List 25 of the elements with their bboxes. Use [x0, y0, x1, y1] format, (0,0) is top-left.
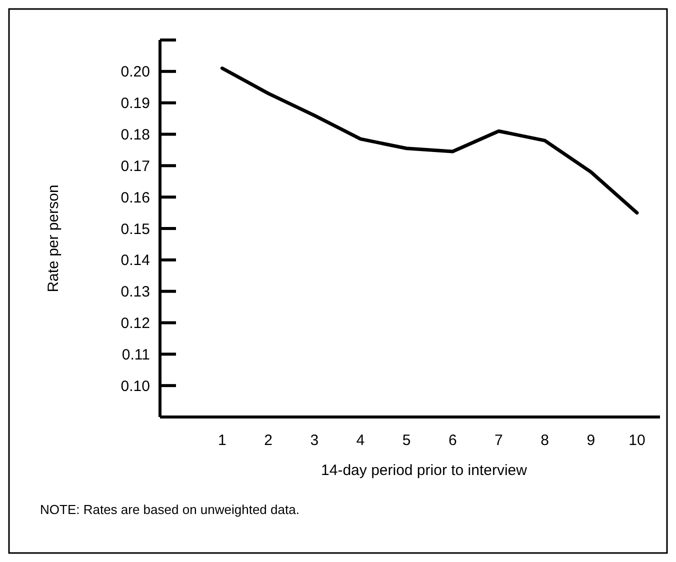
- x-tick-label: 2: [264, 432, 272, 449]
- y-tick-label: 0.16: [120, 189, 150, 206]
- text: NOTE: Rates are based on unweighted data.: [40, 502, 300, 517]
- x-tick-label: 9: [586, 432, 596, 449]
- line-series: [220, 66, 639, 215]
- y-tick-label: 0.15: [120, 220, 150, 238]
- x-axis-title: 14-day period prior to interview: [321, 462, 528, 479]
- y-tick-label: 0.14: [120, 252, 150, 270]
- y-tick-label: 0.10: [120, 378, 150, 395]
- x-tick-label: 6: [448, 432, 457, 449]
- y-tick-label: 0.13: [120, 284, 150, 301]
- y-tick-label: 0.20: [120, 64, 150, 81]
- x-tick-label: 5: [402, 432, 411, 449]
- x-tick-label: 1: [218, 432, 226, 449]
- y-tick-label: 0.12: [120, 315, 150, 332]
- y-axis-title: Rate per person: [45, 184, 62, 292]
- x-tick-label: 10: [628, 432, 646, 449]
- y-tick-label: 0.19: [120, 95, 150, 112]
- x-tick-label: 3: [310, 432, 319, 449]
- y-tick-label: 0.11: [122, 346, 150, 364]
- y-tick-label: 0.17: [120, 158, 150, 175]
- x-tick-label: 7: [494, 432, 503, 449]
- x-tick-label: 8: [540, 432, 549, 449]
- x-tick-label: 4: [356, 432, 365, 449]
- y-tick-label: 0.18: [120, 126, 150, 144]
